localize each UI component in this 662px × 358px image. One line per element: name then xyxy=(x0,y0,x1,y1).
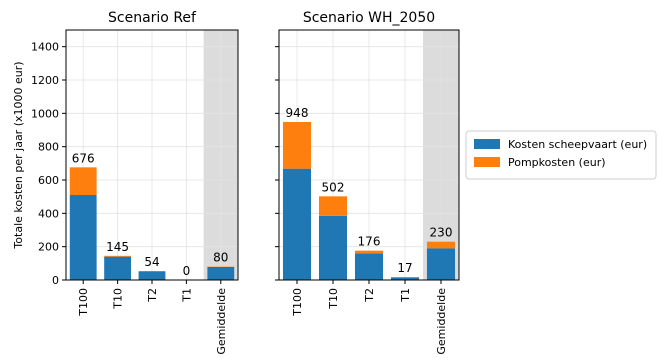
x-tick-label: T100 xyxy=(291,288,304,317)
bar-kosten-scheepvaart xyxy=(138,271,166,280)
bar-total-label: 502 xyxy=(322,180,345,194)
bar-kosten-scheepvaart xyxy=(426,248,456,280)
bar-total-label: 17 xyxy=(397,261,412,275)
x-tick-label: T1 xyxy=(399,288,412,303)
panel-title: Scenario WH_2050 xyxy=(303,10,435,26)
x-tick-label: T10 xyxy=(327,288,340,310)
legend-swatch xyxy=(474,139,500,149)
bar-total-label: 0 xyxy=(183,264,191,278)
bar-total-label: 676 xyxy=(72,151,95,165)
panel-frame xyxy=(65,29,239,281)
y-tick-label: 200 xyxy=(38,241,59,254)
bar-kosten-scheepvaart xyxy=(318,215,348,280)
bar-total-label: 80 xyxy=(213,251,228,265)
bar-pompkosten xyxy=(282,122,312,169)
panel-title: Scenario Ref xyxy=(108,10,197,26)
bar-kosten-scheepvaart xyxy=(282,168,312,280)
bar-pompkosten xyxy=(426,241,456,249)
x-tick-label: T100 xyxy=(77,288,90,317)
bar-kosten-scheepvaart xyxy=(354,253,384,280)
y-tick-label: 800 xyxy=(38,141,59,154)
legend-label: Kosten scheepvaart (eur) xyxy=(508,138,647,151)
y-tick-label: 1200 xyxy=(31,74,59,87)
bar-total-label: 54 xyxy=(144,255,159,269)
bar-pompkosten xyxy=(354,250,384,254)
x-tick-label: T2 xyxy=(363,288,376,303)
y-axis-label: Totale kosten per jaar (x1000 eur) xyxy=(12,61,25,249)
x-tick-label: T1 xyxy=(180,288,193,303)
bar-total-label: 145 xyxy=(106,240,129,254)
bar-pompkosten xyxy=(69,167,97,195)
bar-kosten-scheepvaart xyxy=(390,277,420,280)
bar-kosten-scheepvaart xyxy=(207,267,235,280)
bar-total-label: 230 xyxy=(430,226,453,240)
x-tick-label: T10 xyxy=(112,288,125,310)
bar-pompkosten xyxy=(318,196,348,216)
bar-pompkosten xyxy=(104,255,132,257)
legend-swatch xyxy=(474,157,500,167)
legend-label: Pompkosten (eur) xyxy=(508,156,606,169)
bar-total-label: 176 xyxy=(358,235,381,249)
y-tick-label: 1000 xyxy=(31,107,59,120)
x-tick-label: Gemiddelde xyxy=(215,288,228,355)
y-tick-label: 1400 xyxy=(31,41,59,54)
x-tick-label: T2 xyxy=(146,288,159,303)
x-tick-label: Gemiddelde xyxy=(435,288,448,355)
y-tick-label: 0 xyxy=(52,274,59,287)
legend-box xyxy=(465,130,657,180)
bar-kosten-scheepvaart xyxy=(104,256,132,280)
y-tick-label: 400 xyxy=(38,207,59,220)
panel-frame xyxy=(278,29,460,281)
y-tick-label: 600 xyxy=(38,174,59,187)
bar-kosten-scheepvaart xyxy=(69,195,97,280)
bar-total-label: 948 xyxy=(286,106,309,120)
